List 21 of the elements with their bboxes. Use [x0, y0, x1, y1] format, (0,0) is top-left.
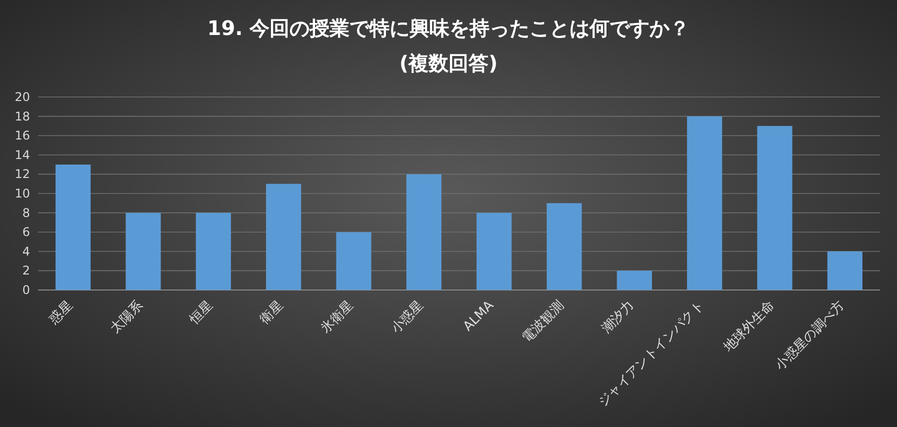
y-tick-label: 2	[22, 264, 30, 278]
y-tick-label: 10	[14, 186, 30, 200]
x-tick-label: 電波観測	[520, 298, 568, 346]
y-tick-label: 18	[14, 109, 30, 124]
y-tick-label: 8	[22, 206, 30, 220]
x-tick-label: 恒星	[186, 298, 216, 328]
y-tick-label: 12	[14, 167, 30, 182]
x-tick-label: 太陽系	[108, 298, 146, 336]
y-tick-label: 0	[22, 283, 30, 297]
chart-title: 19. 今回の授業で特に興味を持ったことは何ですか？	[207, 16, 690, 40]
x-tick-label: 惑星	[46, 298, 76, 328]
y-tick-label: 14	[14, 148, 30, 162]
x-tick-label: 小惑星	[388, 298, 427, 336]
x-tick-label: 潮汐力	[599, 298, 638, 336]
y-tick-label: 16	[14, 128, 30, 143]
y-tick-label: 6	[22, 225, 30, 240]
y-tick-label: 20	[14, 90, 30, 104]
chart-subtitle: (複数回答)	[399, 51, 498, 75]
y-tick-label: 4	[22, 244, 30, 258]
x-tick-label: 氷衛星	[318, 298, 357, 336]
x-tick-label: 衛星	[257, 298, 286, 328]
